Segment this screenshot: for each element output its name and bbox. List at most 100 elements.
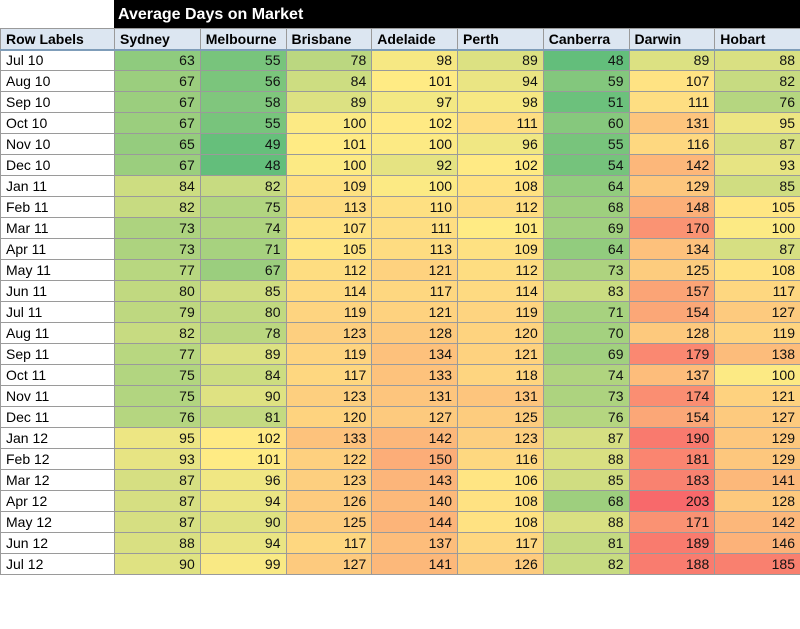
heatmap-cell[interactable]: 93 [714,154,800,176]
heatmap-cell[interactable]: 98 [457,91,544,113]
column-header-sydney[interactable]: Sydney [114,28,201,51]
heatmap-cell[interactable]: 129 [714,448,800,470]
heatmap-cell[interactable]: 127 [714,406,800,428]
heatmap-cell[interactable]: 137 [371,532,458,554]
heatmap-cell[interactable]: 171 [628,511,716,533]
heatmap-cell[interactable]: 189 [628,532,716,554]
column-header-perth[interactable]: Perth [457,28,544,51]
heatmap-cell[interactable]: 127 [285,553,373,575]
heatmap-cell[interactable]: 101 [457,217,544,239]
heatmap-cell[interactable]: 117 [371,280,458,302]
heatmap-cell[interactable]: 98 [371,49,458,71]
heatmap-cell[interactable]: 80 [114,280,201,302]
heatmap-cell[interactable]: 64 [542,238,630,260]
heatmap-cell[interactable]: 157 [628,280,716,302]
row-label[interactable]: Jul 10 [0,49,115,71]
row-label[interactable]: Nov 11 [0,385,115,407]
heatmap-cell[interactable]: 117 [457,532,544,554]
heatmap-cell[interactable]: 76 [714,91,800,113]
heatmap-cell[interactable]: 100 [285,112,373,134]
heatmap-cell[interactable]: 143 [371,469,458,491]
row-label[interactable]: Oct 11 [0,364,115,386]
heatmap-cell[interactable]: 108 [457,175,544,197]
heatmap-cell[interactable]: 55 [199,49,287,71]
column-header-darwin[interactable]: Darwin [628,28,716,51]
heatmap-cell[interactable]: 60 [542,112,630,134]
heatmap-cell[interactable]: 65 [114,133,201,155]
heatmap-cell[interactable]: 100 [371,175,458,197]
heatmap-cell[interactable]: 101 [371,70,458,92]
heatmap-cell[interactable]: 129 [714,427,800,449]
heatmap-cell[interactable]: 82 [714,70,800,92]
heatmap-cell[interactable]: 77 [114,259,201,281]
heatmap-cell[interactable]: 87 [114,511,201,533]
heatmap-cell[interactable]: 87 [714,238,800,260]
heatmap-cell[interactable]: 49 [199,133,287,155]
heatmap-cell[interactable]: 131 [371,385,458,407]
heatmap-cell[interactable]: 59 [542,70,630,92]
heatmap-cell[interactable]: 89 [285,91,373,113]
heatmap-cell[interactable]: 125 [457,406,544,428]
heatmap-cell[interactable]: 93 [114,448,201,470]
heatmap-cell[interactable]: 112 [457,196,544,218]
row-label[interactable]: Feb 12 [0,448,115,470]
heatmap-cell[interactable]: 79 [114,301,201,323]
heatmap-cell[interactable]: 127 [714,301,800,323]
heatmap-cell[interactable]: 108 [714,259,800,281]
heatmap-cell[interactable]: 112 [285,259,373,281]
heatmap-cell[interactable]: 102 [199,427,287,449]
heatmap-cell[interactable]: 88 [542,448,630,470]
heatmap-cell[interactable]: 88 [714,49,800,71]
heatmap-cell[interactable]: 150 [371,448,458,470]
heatmap-cell[interactable]: 123 [285,322,373,344]
heatmap-cell[interactable]: 117 [285,364,373,386]
row-label[interactable]: Aug 11 [0,322,115,344]
heatmap-cell[interactable]: 105 [714,196,800,218]
heatmap-cell[interactable]: 109 [285,175,373,197]
heatmap-cell[interactable]: 100 [285,154,373,176]
heatmap-cell[interactable]: 67 [114,112,201,134]
heatmap-cell[interactable]: 120 [457,322,544,344]
heatmap-cell[interactable]: 67 [114,70,201,92]
heatmap-cell[interactable]: 67 [114,154,201,176]
heatmap-cell[interactable]: 81 [199,406,287,428]
heatmap-cell[interactable]: 118 [457,364,544,386]
heatmap-cell[interactable]: 101 [199,448,287,470]
column-header-adelaide[interactable]: Adelaide [371,28,458,51]
heatmap-cell[interactable]: 109 [457,238,544,260]
heatmap-cell[interactable]: 123 [457,427,544,449]
heatmap-cell[interactable]: 75 [114,364,201,386]
heatmap-cell[interactable]: 58 [199,91,287,113]
heatmap-cell[interactable]: 123 [285,469,373,491]
heatmap-cell[interactable]: 121 [457,343,544,365]
heatmap-cell[interactable]: 179 [628,343,716,365]
heatmap-cell[interactable]: 64 [542,175,630,197]
heatmap-cell[interactable]: 131 [628,112,716,134]
heatmap-cell[interactable]: 185 [714,553,800,575]
row-label[interactable]: Jan 11 [0,175,115,197]
heatmap-cell[interactable]: 188 [628,553,716,575]
heatmap-cell[interactable]: 90 [114,553,201,575]
heatmap-cell[interactable]: 125 [628,259,716,281]
heatmap-cell[interactable]: 137 [628,364,716,386]
heatmap-cell[interactable]: 142 [371,427,458,449]
heatmap-cell[interactable]: 88 [542,511,630,533]
heatmap-cell[interactable]: 142 [628,154,716,176]
row-label[interactable]: May 12 [0,511,115,533]
heatmap-cell[interactable]: 85 [714,175,800,197]
heatmap-cell[interactable]: 144 [371,511,458,533]
row-label[interactable]: Dec 10 [0,154,115,176]
heatmap-cell[interactable]: 114 [457,280,544,302]
heatmap-cell[interactable]: 112 [457,259,544,281]
heatmap-cell[interactable]: 87 [542,427,630,449]
heatmap-cell[interactable]: 82 [199,175,287,197]
heatmap-cell[interactable]: 82 [542,553,630,575]
heatmap-cell[interactable]: 97 [371,91,458,113]
heatmap-cell[interactable]: 203 [628,490,716,512]
heatmap-cell[interactable]: 89 [628,49,716,71]
heatmap-cell[interactable]: 73 [542,259,630,281]
row-label[interactable]: Jul 11 [0,301,115,323]
heatmap-cell[interactable]: 114 [285,280,373,302]
heatmap-cell[interactable]: 108 [457,490,544,512]
heatmap-cell[interactable]: 126 [285,490,373,512]
